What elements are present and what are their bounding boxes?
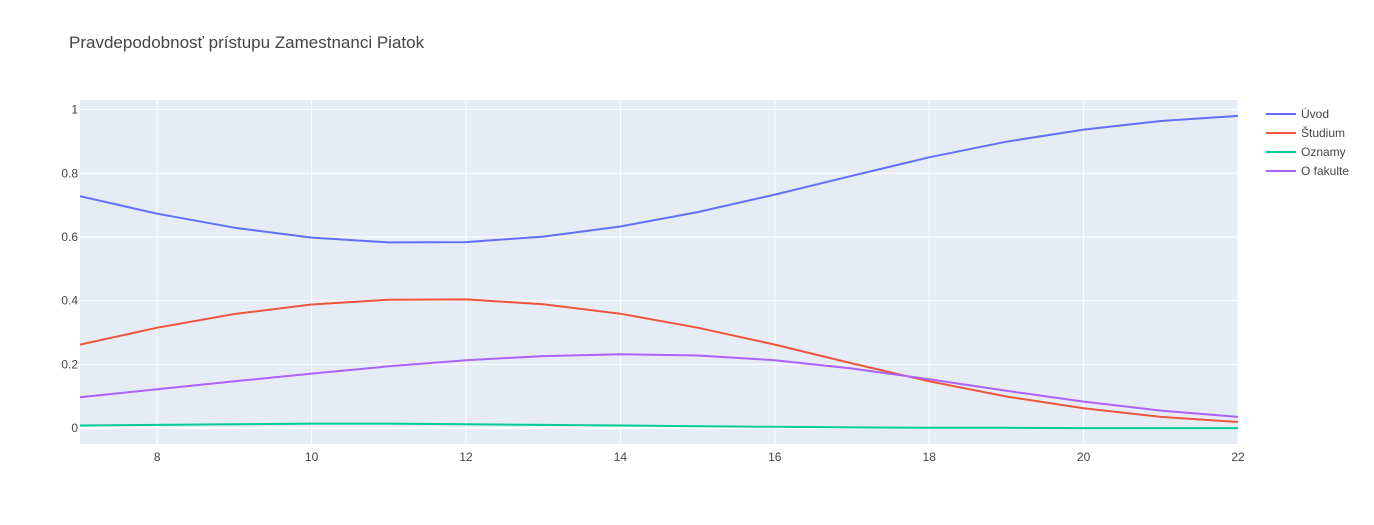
series-line-Úvod (79, 114, 1239, 244)
y-tick-label: 0.4 (61, 294, 78, 308)
series-line-Oznamy (79, 422, 1238, 430)
x-tick-label: 14 (614, 450, 628, 464)
x-tick-label: 18 (923, 450, 937, 464)
chart-title: Pravdepodobnosť prístupu Zamestnanci Pia… (69, 33, 425, 52)
legend[interactable]: Úvod Študium Oznamy O fakulte (1266, 106, 1349, 178)
legend-item[interactable]: Študium (1266, 125, 1345, 140)
series-line-Študium (79, 298, 1239, 423)
x-tick-label: 10 (305, 450, 319, 464)
x-tick-label: 16 (768, 450, 782, 464)
y-tick-label: 0 (71, 421, 78, 435)
y-tick-label: 1 (71, 103, 78, 117)
y-axis-ticks: 0 0.2 0.4 0.6 0.8 1 (61, 103, 78, 436)
x-tick-label: 22 (1231, 450, 1245, 464)
legend-item[interactable]: O fakulte (1266, 164, 1349, 178)
x-axis-ticks: 8 10 12 14 16 18 20 22 (154, 450, 1245, 464)
y-tick-label: 0.2 (61, 357, 78, 371)
grid-lines (80, 100, 1239, 444)
x-tick-label: 20 (1077, 450, 1091, 464)
series-line-O fakulte (79, 353, 1239, 418)
legend-label: Oznamy (1301, 145, 1346, 159)
legend-label: Študium (1301, 125, 1345, 140)
x-tick-label: 8 (154, 450, 161, 464)
y-tick-label: 0.6 (61, 230, 78, 244)
plot-background (80, 100, 1238, 444)
y-tick-label: 0.8 (61, 166, 78, 180)
series-lines (79, 114, 1239, 430)
legend-item[interactable]: Oznamy (1266, 145, 1346, 159)
x-tick-label: 12 (459, 450, 473, 464)
legend-item[interactable]: Úvod (1266, 106, 1329, 121)
legend-label: O fakulte (1301, 164, 1349, 178)
legend-label: Úvod (1301, 106, 1329, 121)
